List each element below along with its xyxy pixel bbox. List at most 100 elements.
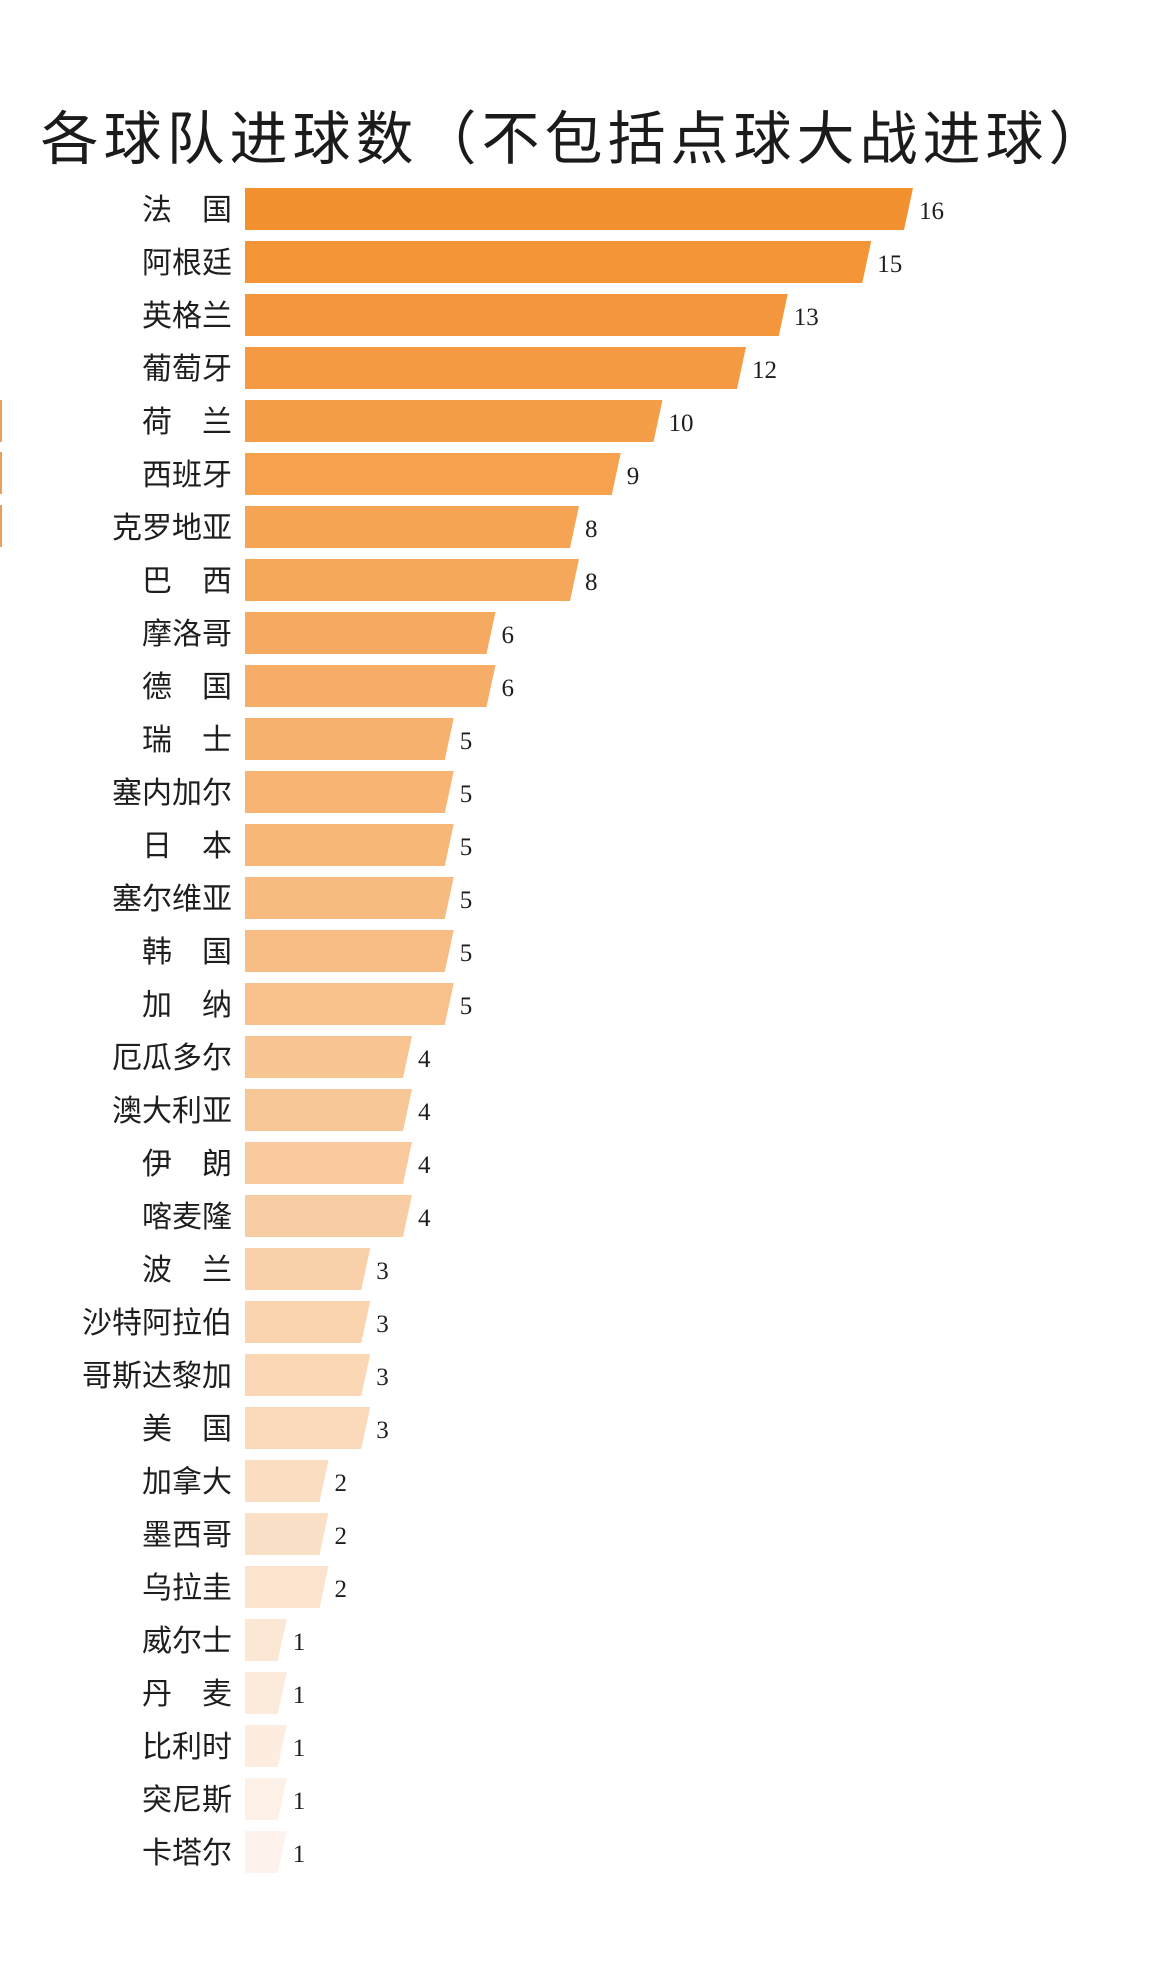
category-label: 卡塔尔 [142,1836,232,1871]
value-label: 4 [418,1099,431,1126]
bar [245,506,579,548]
bar [245,559,579,601]
category-label: 沙特阿拉伯 [82,1306,232,1341]
edge-mark [0,505,2,547]
bar [245,294,788,336]
bar [245,1831,287,1873]
category-label: 哥斯达黎加 [82,1359,232,1394]
category-label: 克罗地亚 [112,511,232,546]
bar [245,771,454,813]
bar [245,665,496,707]
category-label: 日 本 [142,829,232,864]
value-label: 5 [460,993,473,1020]
bar [245,1672,287,1714]
category-label: 比利时 [142,1730,232,1765]
value-label: 4 [418,1046,431,1073]
value-label: 1 [293,1629,306,1656]
category-label: 巴 西 [142,564,232,599]
category-label: 摩洛哥 [142,617,232,652]
edge-mark [0,452,2,494]
category-label: 乌拉圭 [142,1571,232,1606]
bar [245,453,621,495]
value-label: 6 [502,622,515,649]
value-label: 5 [460,834,473,861]
value-label: 3 [376,1258,389,1285]
bar [245,1725,287,1767]
value-label: 4 [418,1205,431,1232]
value-label: 12 [752,357,777,384]
value-label: 1 [293,1682,306,1709]
category-label: 德 国 [142,670,232,705]
bar [245,1248,371,1290]
bar [245,1142,412,1184]
value-label: 2 [335,1470,348,1497]
bar [245,824,454,866]
bar [245,930,454,972]
value-label: 2 [335,1576,348,1603]
category-label: 波 兰 [142,1253,232,1288]
category-label: 荷 兰 [142,405,232,440]
bar [245,1354,371,1396]
category-label: 英格兰 [142,299,232,334]
category-label: 葡萄牙 [142,352,232,387]
bar [245,1036,412,1078]
category-label: 美 国 [142,1412,232,1447]
category-label: 墨西哥 [142,1518,232,1553]
bar [245,1460,329,1502]
bar [245,1619,287,1661]
category-label: 阿根廷 [142,246,232,281]
category-label: 加拿大 [142,1465,232,1500]
value-label: 4 [418,1152,431,1179]
bar [245,612,496,654]
value-label: 3 [376,1364,389,1391]
bar [245,1513,329,1555]
bar [245,1778,287,1820]
value-label: 5 [460,887,473,914]
category-label: 突尼斯 [142,1783,232,1818]
category-label: 丹 麦 [142,1677,232,1712]
bar [245,188,913,230]
category-label: 澳大利亚 [112,1094,232,1129]
value-label: 2 [335,1523,348,1550]
value-label: 6 [502,675,515,702]
bar [245,347,746,389]
value-label: 1 [293,1735,306,1762]
category-label: 厄瓜多尔 [112,1041,232,1076]
category-label: 韩 国 [142,935,232,970]
bar [245,1566,329,1608]
bar [245,1089,412,1131]
value-label: 16 [919,198,944,225]
value-label: 1 [293,1788,306,1815]
bar [245,400,663,442]
bar [245,718,454,760]
value-label: 5 [460,940,473,967]
category-label: 法 国 [142,193,232,228]
value-label: 1 [293,1841,306,1868]
value-label: 15 [877,251,902,278]
value-label: 8 [585,569,598,596]
value-label: 9 [627,463,640,490]
value-label: 10 [669,410,694,437]
bar [245,1301,371,1343]
value-label: 8 [585,516,598,543]
bar [245,1195,412,1237]
category-label: 西班牙 [142,458,232,493]
value-label: 5 [460,781,473,808]
value-label: 5 [460,728,473,755]
category-label: 威尔士 [142,1624,232,1659]
category-label: 塞内加尔 [112,776,232,811]
bar [245,1407,371,1449]
bar [245,983,454,1025]
value-label: 3 [376,1311,389,1338]
category-label: 伊 朗 [142,1147,232,1182]
category-label: 塞尔维亚 [112,882,232,917]
edge-mark [0,400,2,442]
category-label: 喀麦隆 [142,1200,232,1235]
chart-title: 各球队进球数（不包括点球大战进球） [40,105,1112,173]
category-label: 加 纳 [142,988,232,1023]
category-label: 瑞 士 [142,723,232,758]
bar [245,241,872,283]
value-label: 3 [376,1417,389,1444]
value-label: 13 [794,304,819,331]
